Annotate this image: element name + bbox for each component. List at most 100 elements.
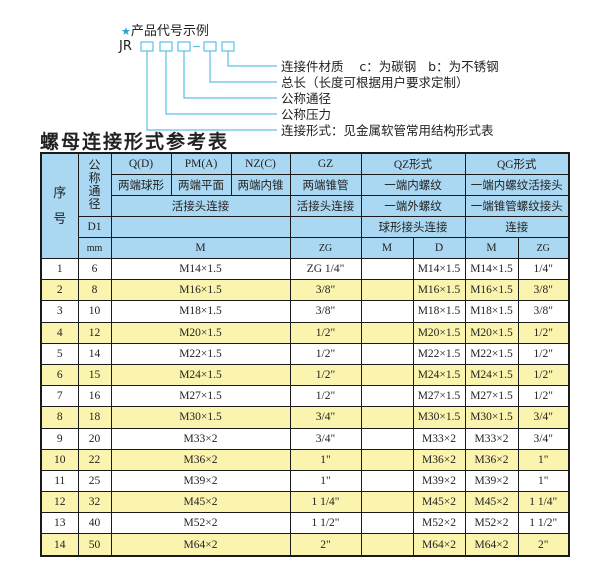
header-desc: 一端外螺纹 (360, 195, 466, 217)
cell-dn: 16 (77, 385, 112, 408)
table-row: 11 25 M39×2 1" M39×2 M39×2 1" (40, 469, 570, 493)
cell-qg-m: M45×2 (464, 491, 519, 514)
cell-qg-m: M24×1.5 (464, 363, 519, 387)
caption-text: 产品代号示例 (130, 24, 209, 39)
cell-qz-d: M27×1.5 (412, 385, 466, 408)
code-box-1 (140, 41, 154, 52)
cell-m: M39×2 (110, 469, 291, 493)
cell-qg-m: M30×1.5 (464, 406, 519, 429)
cell-seq: 2 (40, 279, 79, 302)
cell-m: M18×1.5 (110, 300, 291, 323)
cell-m: M64×2 (110, 533, 291, 557)
header-seq-text: 序号 (53, 185, 67, 226)
header-qg: QG形式 (464, 152, 570, 175)
table-row: 12 32 M45×2 1 1/4" M45×2 M45×2 1 1/4" (40, 491, 570, 514)
cell-qz-m (360, 300, 414, 323)
cell-dn: 6 (77, 257, 112, 281)
cell-qz-m (360, 321, 414, 344)
cell-qg-zg: 1" (517, 448, 570, 471)
table-row: 5 14 M22×1.5 1/2" M22×1.5 M22×1.5 1/2" (40, 342, 570, 365)
star-icon: ★ (121, 25, 131, 38)
cell-qg-zg: 1/2" (517, 385, 570, 408)
leader-line-length (209, 51, 277, 83)
header-desc: 连接 (464, 216, 570, 238)
header-desc: 两端平面 (170, 174, 232, 196)
header-desc: 一端内螺纹 (360, 174, 466, 196)
code-diagram (140, 41, 277, 131)
cell-seq: 7 (40, 385, 79, 408)
cell-seq: 5 (40, 342, 79, 365)
label-material: 连接件材质 c：为碳钢 b：为不锈钢 (281, 59, 499, 74)
table-row: 3 10 M18×1.5 3/8" M18×1.5 M18×1.5 3/8" (40, 300, 570, 323)
header-q: Q(D) (110, 152, 172, 175)
code-example-caption: ★产品代号示例 (121, 20, 209, 39)
cell-dn: 50 (77, 533, 112, 557)
cell-qg-zg: 3/8" (517, 279, 570, 302)
label-diameter: 公称通径 (281, 91, 332, 106)
header-gz: GZ (289, 152, 362, 175)
cell-qz-d: M64×2 (412, 533, 466, 557)
cell-qg-zg: 1/4" (517, 257, 570, 281)
header-empty (110, 216, 291, 238)
cell-qz-d: M16×1.5 (412, 279, 466, 302)
cell-qz-d: M22×1.5 (412, 342, 466, 365)
cell-zg: 3/4" (289, 427, 362, 450)
cell-qg-zg: 1" (517, 469, 570, 493)
label-pressure: 公称压力 (281, 107, 332, 122)
cell-qg-zg: 3/4" (517, 427, 570, 450)
header-zg: ZG (289, 237, 362, 259)
cell-m: M30×1.5 (110, 406, 291, 429)
table-row: 4 12 M20×1.5 1/2" M20×1.5 M20×1.5 1/2" (40, 321, 570, 344)
header-desc: 球形接头连接 (360, 216, 466, 238)
cell-qg-m: M20×1.5 (464, 321, 519, 344)
cell-qg-m: M33×2 (464, 427, 519, 450)
cell-qg-zg: 3/4" (517, 406, 570, 429)
cell-qg-zg: 1 1/2" (517, 512, 570, 535)
header-d: D (412, 237, 466, 259)
cell-qz-d: M45×2 (412, 491, 466, 514)
cell-qg-m: M64×2 (464, 533, 519, 557)
header-qz: QZ形式 (360, 152, 466, 175)
cell-zg: 3/4" (289, 406, 362, 429)
cell-zg: ZG 1/4" (289, 257, 362, 281)
cell-zg: 3/8" (289, 279, 362, 302)
cell-qz-m (360, 427, 414, 450)
code-box-4 (203, 41, 217, 52)
table-row: 7 16 M27×1.5 1/2" M27×1.5 M27×1.5 1/2" (40, 385, 570, 408)
cell-zg: 1/2" (289, 342, 362, 365)
nut-connection-table: 序号 公称通径 Q(D) PM(A) NZ(C) GZ QZ形式 QG形式 两端… (40, 152, 570, 557)
cell-qg-m: M36×2 (464, 448, 519, 471)
header-m: M (464, 237, 519, 259)
header-desc: 两端锥管 (289, 174, 362, 196)
cell-dn: 22 (77, 448, 112, 471)
header-desc: 一端内螺纹活接头 (464, 174, 570, 196)
table-row: 10 22 M36×2 1" M36×2 M36×2 1" (40, 448, 570, 471)
cell-m: M14×1.5 (110, 257, 291, 281)
leader-line-diameter (183, 51, 277, 99)
cell-qz-d: M24×1.5 (412, 363, 466, 387)
cell-dn: 10 (77, 300, 112, 323)
cell-qz-m (360, 279, 414, 302)
cell-seq: 4 (40, 321, 79, 344)
cell-seq: 1 (40, 257, 79, 281)
cell-qz-m (360, 448, 414, 471)
cell-qz-d: M30×1.5 (412, 406, 466, 429)
header-unit: mm (77, 237, 112, 259)
header-zg: ZG (517, 237, 570, 259)
code-box-2 (159, 41, 173, 52)
header-m: M (360, 237, 414, 259)
cell-qz-d: M20×1.5 (412, 321, 466, 344)
cell-dn: 18 (77, 406, 112, 429)
cell-qz-m (360, 342, 414, 365)
header-d1: D1 (77, 216, 112, 238)
cell-seq: 3 (40, 300, 79, 323)
table-row: 13 40 M52×2 1 1/2" M52×2 M52×2 1 1/2" (40, 512, 570, 535)
cell-dn: 15 (77, 363, 112, 387)
header-desc: 两端内锥 (230, 174, 291, 196)
table-row: 6 15 M24×1.5 1/2" M24×1.5 M24×1.5 1/2" (40, 363, 570, 387)
cell-seq: 10 (40, 448, 79, 471)
cell-m: M52×2 (110, 512, 291, 535)
label-length: 总长（长度可根据用户要求定制） (281, 75, 469, 90)
header-desc: 一端锥管螺纹接头 (464, 195, 570, 217)
cell-seq: 12 (40, 491, 79, 514)
